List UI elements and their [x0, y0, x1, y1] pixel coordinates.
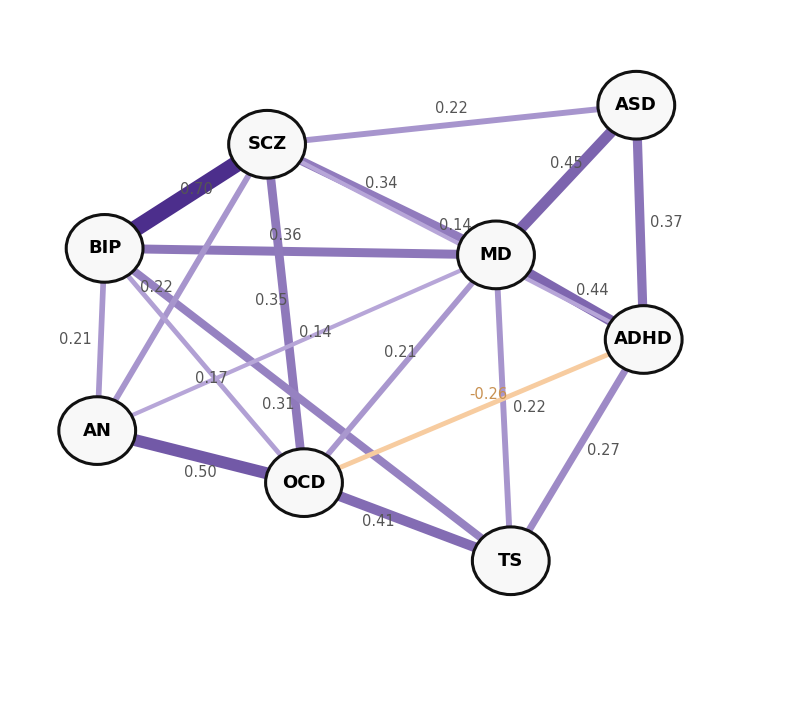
Circle shape	[229, 111, 306, 178]
Text: 0.34: 0.34	[366, 176, 398, 191]
Text: 0.14: 0.14	[439, 218, 472, 233]
Text: 0.41: 0.41	[362, 514, 394, 529]
Text: 0.22: 0.22	[435, 101, 468, 116]
Text: -0.26: -0.26	[470, 387, 508, 403]
Text: 0.22: 0.22	[513, 400, 546, 415]
Text: ASD: ASD	[615, 96, 658, 114]
Text: 0.17: 0.17	[195, 371, 228, 386]
Text: 0.21: 0.21	[384, 345, 416, 360]
Text: 0.37: 0.37	[650, 215, 682, 230]
Circle shape	[266, 449, 342, 517]
Text: 0.50: 0.50	[184, 465, 217, 480]
Text: 0.70: 0.70	[181, 183, 214, 197]
Text: TS: TS	[498, 552, 523, 570]
Text: 0.14: 0.14	[298, 326, 331, 341]
Circle shape	[66, 214, 143, 282]
Circle shape	[472, 527, 549, 594]
Text: OCD: OCD	[282, 474, 326, 491]
Text: 0.45: 0.45	[550, 157, 582, 171]
Circle shape	[598, 71, 674, 139]
Text: MD: MD	[479, 246, 513, 264]
Circle shape	[606, 306, 682, 374]
Text: 0.36: 0.36	[270, 228, 302, 243]
Text: SCZ: SCZ	[247, 135, 286, 153]
Text: ADHD: ADHD	[614, 331, 673, 348]
Text: 0.27: 0.27	[586, 443, 619, 458]
Text: AN: AN	[82, 422, 112, 440]
Text: 0.21: 0.21	[58, 332, 91, 347]
Text: 0.44: 0.44	[576, 283, 608, 298]
Circle shape	[458, 221, 534, 289]
Text: 0.31: 0.31	[262, 397, 294, 412]
Text: 0.22: 0.22	[140, 280, 173, 295]
Text: 0.35: 0.35	[254, 293, 287, 308]
Circle shape	[59, 397, 136, 465]
Text: BIP: BIP	[88, 240, 122, 257]
